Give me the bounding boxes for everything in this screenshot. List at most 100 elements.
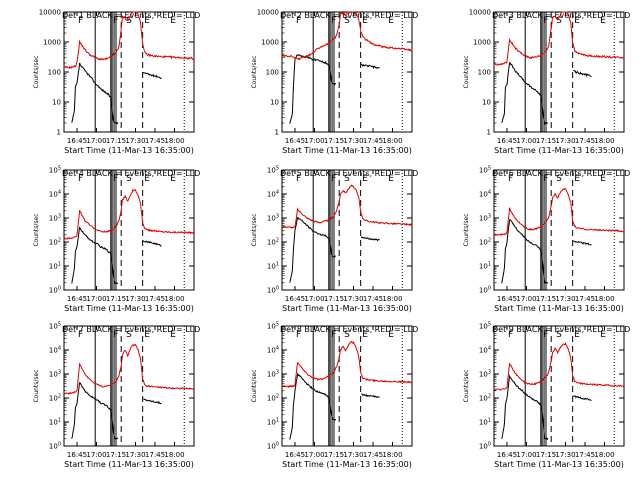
y-tick-label: 10	[52, 99, 61, 107]
interval-letter: E	[144, 16, 150, 26]
x-tick-label: 18:00	[382, 295, 402, 303]
y-tick-label: 10000	[469, 9, 491, 17]
x-tick-label: 17:30	[125, 137, 145, 145]
panel-7: Det 7 BLACK = Events, RED = LLD 16:45 17:0…	[33, 322, 200, 470]
interval-letter: S	[126, 174, 132, 184]
interval-letter: S	[126, 330, 132, 340]
panel-9: Det 9 BLACK = Events, RED = LLD 16:45 17:0…	[463, 322, 630, 470]
x-tick-label: 18:00	[382, 137, 402, 145]
y-tick-label: 10	[270, 99, 279, 107]
x-tick-label: 16:45	[67, 137, 87, 145]
series-events	[501, 61, 592, 126]
interval-letter: E	[170, 330, 176, 340]
interval-letter: F	[331, 174, 336, 184]
interval-letter: F	[78, 330, 83, 340]
interval-letter: E	[574, 174, 580, 184]
y-tick-label: 100	[267, 442, 279, 451]
interval-letter: E	[170, 16, 176, 26]
plot-frame	[281, 169, 413, 291]
series-events	[289, 216, 380, 283]
x-tick-label: 17:30	[555, 137, 575, 145]
x-axis-label: Start Time (11-Mar-13 16:35:00)	[64, 460, 194, 469]
series-events	[501, 374, 592, 441]
y-tick-label: 104	[479, 346, 491, 355]
x-tick-label: 17:45	[363, 451, 383, 459]
x-tick-label: 18:00	[164, 137, 184, 145]
y-tick-label: 10000	[39, 9, 61, 17]
panel-title: Det 8 BLACK = Events, RED = LLD	[280, 325, 418, 334]
y-tick-label: 105	[479, 166, 491, 175]
y-axis-label: Counts/sec	[251, 213, 258, 246]
y-tick-label: 101	[267, 262, 279, 271]
panel-title: Det 5 BLACK = Events, RED = LLD	[280, 169, 418, 178]
x-tick-label: 17:00	[304, 137, 324, 145]
x-tick-label: 18:00	[164, 451, 184, 459]
interval-letter: S	[126, 16, 132, 26]
y-axis-label: Counts/sec	[463, 369, 470, 402]
interval-letter: S	[556, 174, 562, 184]
y-tick-label: 101	[479, 262, 491, 271]
x-tick-label: 17:45	[145, 295, 165, 303]
x-tick-label: 17:45	[575, 137, 595, 145]
series-lld	[63, 343, 195, 395]
x-tick-label: 17:45	[363, 295, 383, 303]
y-tick-label: 1	[487, 129, 491, 137]
interval-letter: E	[362, 330, 368, 340]
series-events	[289, 372, 380, 440]
y-tick-label: 101	[267, 418, 279, 427]
y-tick-label: 1	[275, 129, 279, 137]
interval-letter: S	[344, 174, 350, 184]
interval-letter: F	[508, 174, 513, 184]
y-tick-label: 103	[267, 214, 279, 223]
interval-letter: S	[344, 330, 350, 340]
interval-letter: E	[600, 330, 606, 340]
x-tick-label: 17:00	[516, 451, 536, 459]
interval-letter: F	[331, 16, 336, 26]
x-axis-label: Start Time (11-Mar-13 16:35:00)	[494, 146, 624, 155]
x-axis-label: Start Time (11-Mar-13 16:35:00)	[282, 460, 412, 469]
x-tick-label: 17:45	[145, 451, 165, 459]
interval-letter: F	[113, 174, 118, 184]
panel-4: Det 4 BLACK = Events, RED = LLD 16:45 17:0…	[33, 166, 200, 314]
y-tick-label: 102	[49, 238, 61, 247]
x-tick-label: 17:30	[125, 451, 145, 459]
y-tick-label: 101	[49, 418, 61, 427]
x-tick-label: 16:45	[497, 451, 517, 459]
y-tick-label: 1000	[261, 39, 279, 47]
x-tick-label: 18:00	[594, 295, 614, 303]
x-tick-label: 16:45	[285, 451, 305, 459]
y-tick-label: 105	[267, 166, 279, 175]
interval-letter: E	[388, 330, 394, 340]
interval-letter: E	[170, 174, 176, 184]
panel-5: Det 5 BLACK = Events, RED = LLD 16:45 17:0…	[251, 166, 418, 314]
panel-8: Det 8 BLACK = Events, RED = LLD 16:45 17:0…	[251, 322, 418, 470]
x-tick-label: 17:30	[555, 295, 575, 303]
x-tick-label: 17:15	[536, 295, 556, 303]
x-axis-label: Start Time (11-Mar-13 16:35:00)	[494, 304, 624, 313]
series-events	[71, 381, 162, 440]
interval-letter: E	[144, 174, 150, 184]
x-axis-label: Start Time (11-Mar-13 16:35:00)	[282, 146, 412, 155]
y-tick-label: 105	[267, 322, 279, 331]
series-events	[289, 54, 380, 124]
y-tick-label: 102	[267, 394, 279, 403]
y-tick-label: 103	[267, 370, 279, 379]
y-tick-label: 101	[49, 262, 61, 271]
x-tick-label: 17:15	[106, 295, 126, 303]
interval-letter: F	[296, 16, 301, 26]
panel-title: Det 7 BLACK = Events, RED = LLD	[62, 325, 200, 334]
x-axis-label: Start Time (11-Mar-13 16:35:00)	[282, 304, 412, 313]
x-tick-label: 17:00	[86, 451, 106, 459]
panel-6: Det 6 BLACK = Events, RED = LLD 16:45 17:0…	[463, 166, 630, 314]
x-tick-label: 17:00	[304, 451, 324, 459]
y-tick-label: 104	[267, 190, 279, 199]
x-tick-label: 17:15	[324, 137, 344, 145]
y-tick-label: 101	[479, 418, 491, 427]
series-lld	[281, 11, 413, 61]
y-tick-label: 105	[49, 166, 61, 175]
x-tick-label: 17:15	[324, 295, 344, 303]
x-tick-label: 17:45	[575, 451, 595, 459]
series-lld	[493, 187, 625, 237]
y-axis-label: Counts/sec	[251, 55, 258, 88]
